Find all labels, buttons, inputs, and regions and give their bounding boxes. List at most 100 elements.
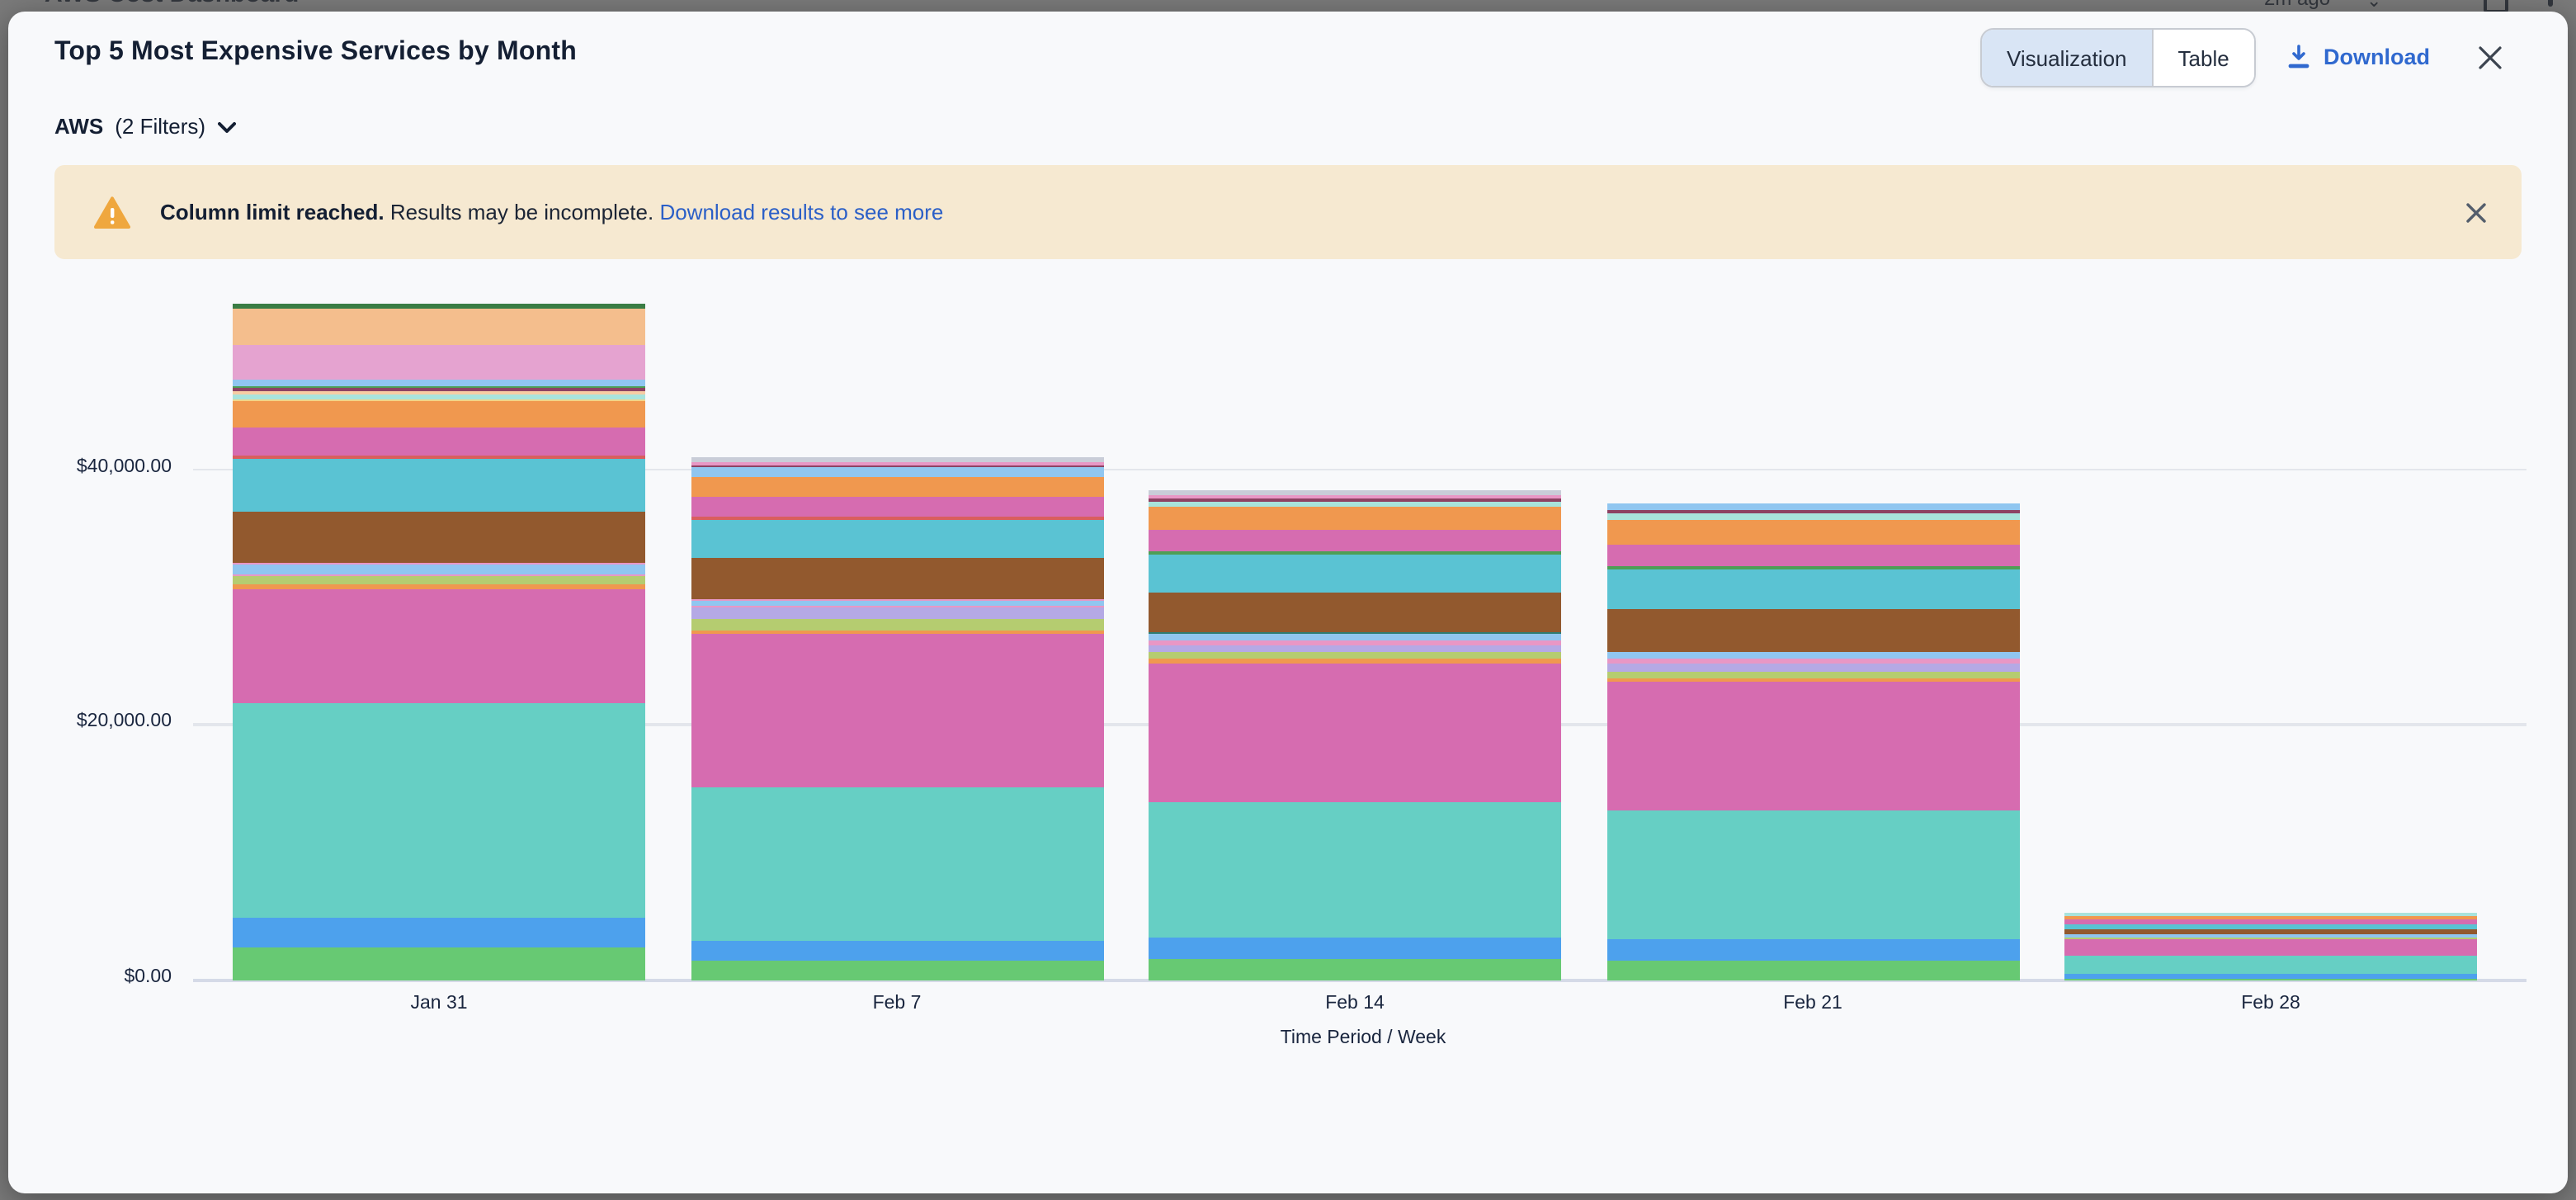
segment-cyan[interactable] [691, 519, 1103, 559]
segment-pink[interactable] [691, 598, 1103, 602]
bar-feb-14[interactable] [1149, 490, 1561, 980]
banner-dismiss-button[interactable] [2464, 200, 2489, 224]
segment-darkteal[interactable] [1149, 631, 1561, 634]
segment-magenta[interactable] [691, 497, 1103, 517]
segment-cyan[interactable] [1149, 554, 1561, 593]
segment-lightblue[interactable] [691, 601, 1103, 606]
segment-lavender[interactable] [691, 607, 1103, 619]
segment-pink[interactable] [233, 574, 645, 576]
segment-teal[interactable] [691, 787, 1103, 942]
segment-peach[interactable] [233, 309, 645, 346]
segment-pink[interactable] [1149, 640, 1561, 645]
segment-pink[interactable] [1149, 494, 1561, 498]
segment-orange[interactable] [1149, 507, 1561, 531]
segment-peachlight[interactable] [233, 391, 645, 395]
segment-pink[interactable] [1606, 659, 2019, 664]
segment-mint[interactable] [233, 394, 645, 399]
segment-lightblue[interactable] [691, 467, 1103, 477]
segment-red[interactable] [691, 516, 1103, 520]
segment-pink[interactable] [233, 563, 645, 565]
segment-blue[interactable] [691, 941, 1103, 961]
segment-darkgreen[interactable] [233, 303, 645, 309]
segment-lavender[interactable] [1606, 664, 2019, 673]
segment-blue[interactable] [1606, 939, 2019, 961]
segment-cyan[interactable] [2064, 924, 2477, 929]
segment-magenta[interactable] [233, 588, 645, 704]
segment-maroon[interactable] [1149, 498, 1561, 502]
segment-yellowgreen[interactable] [1149, 651, 1561, 659]
segment-green[interactable] [2064, 978, 2477, 980]
segment-orange[interactable] [2064, 915, 2477, 920]
segment-yellowgreen[interactable] [1606, 672, 2019, 678]
segment-brown[interactable] [691, 558, 1103, 599]
segment-green2[interactable] [1606, 566, 2019, 569]
segment-cyan[interactable] [233, 458, 645, 512]
bar-jan-31[interactable] [233, 303, 645, 980]
segment-teal[interactable] [1606, 810, 2019, 940]
segment-mint[interactable] [1149, 501, 1561, 508]
banner-download-link[interactable]: Download results to see more [659, 200, 944, 224]
segment-yellowgreen[interactable] [2064, 937, 2477, 939]
segment-blue[interactable] [233, 917, 645, 948]
segment-green[interactable] [233, 947, 645, 980]
bar-feb-28[interactable] [2064, 912, 2477, 980]
segment-lightblue[interactable] [2064, 934, 2477, 938]
segment-orange[interactable] [233, 584, 645, 589]
segment-brown[interactable] [2064, 928, 2477, 935]
segment-orange[interactable] [1149, 659, 1561, 664]
segment-magenta[interactable] [1606, 682, 2019, 811]
close-button[interactable] [2475, 43, 2505, 73]
segment-brown[interactable] [1606, 609, 2019, 653]
segment-magenta[interactable] [1149, 530, 1561, 552]
segment-orange[interactable] [691, 630, 1103, 635]
segment-pink[interactable] [691, 461, 1103, 465]
segment-lightblue[interactable] [233, 565, 645, 574]
download-button[interactable]: Download [2287, 45, 2430, 69]
segment-lightblue[interactable] [233, 379, 645, 386]
segment-mint[interactable] [2064, 912, 2477, 916]
segment-lightblue[interactable] [1149, 633, 1561, 641]
segment-pink[interactable] [691, 605, 1103, 607]
segment-lavender[interactable] [1149, 645, 1561, 652]
segment-maroon[interactable] [691, 465, 1103, 468]
segment-teal[interactable] [233, 703, 645, 918]
segment-magenta[interactable] [1149, 664, 1561, 803]
segment-red[interactable] [233, 456, 645, 459]
segment-teal[interactable] [2064, 956, 2477, 975]
tab-table[interactable]: Table [2151, 30, 2254, 86]
segment-orange[interactable] [1606, 678, 2019, 683]
segment-yellowgreen[interactable] [233, 575, 645, 585]
segment-orange[interactable] [1606, 519, 2019, 545]
segment-magenta[interactable] [2064, 938, 2477, 957]
segment-orchid[interactable] [233, 345, 645, 380]
segment-blue[interactable] [2064, 974, 2477, 978]
tab-visualization[interactable]: Visualization [1982, 30, 2152, 86]
segment-green2[interactable] [233, 385, 645, 389]
segment-magenta[interactable] [233, 427, 645, 456]
bar-feb-21[interactable] [1606, 503, 2019, 980]
segment-gray[interactable] [691, 457, 1103, 462]
segment-green[interactable] [691, 960, 1103, 980]
segment-blue[interactable] [1149, 938, 1561, 959]
segment-mint[interactable] [1606, 513, 2019, 520]
segment-maroon[interactable] [1606, 510, 2019, 513]
segment-teal[interactable] [1149, 802, 1561, 938]
segment-green[interactable] [1149, 958, 1561, 980]
segment-orange[interactable] [691, 476, 1103, 498]
segment-green2[interactable] [1149, 551, 1561, 555]
segment-lightblue[interactable] [1606, 652, 2019, 659]
segment-yellow[interactable] [233, 399, 645, 401]
segment-yellowgreen[interactable] [691, 618, 1103, 631]
segment-lightblue[interactable] [1606, 503, 2019, 511]
segment-brown[interactable] [233, 511, 645, 564]
segment-maroon[interactable] [233, 388, 645, 392]
segment-cyan[interactable] [1606, 569, 2019, 610]
segment-magenta[interactable] [2064, 919, 2477, 924]
segment-gray[interactable] [1149, 490, 1561, 495]
segment-magenta[interactable] [691, 634, 1103, 788]
segment-brown[interactable] [1149, 593, 1561, 632]
segment-orange[interactable] [233, 400, 645, 428]
segment-magenta[interactable] [1606, 544, 2019, 567]
filter-dropdown[interactable]: AWS (2 Filters) [54, 114, 236, 139]
bar-feb-7[interactable] [691, 457, 1103, 980]
